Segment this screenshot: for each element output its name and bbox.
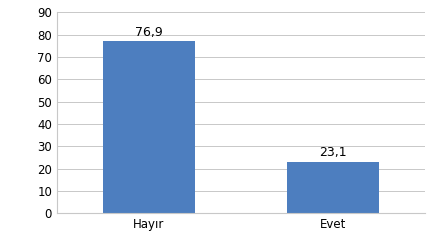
Bar (287, 162, 379, 213)
Bar (103, 41, 195, 213)
Text: 23,1: 23,1 (319, 146, 347, 159)
Text: 76,9: 76,9 (135, 26, 163, 39)
